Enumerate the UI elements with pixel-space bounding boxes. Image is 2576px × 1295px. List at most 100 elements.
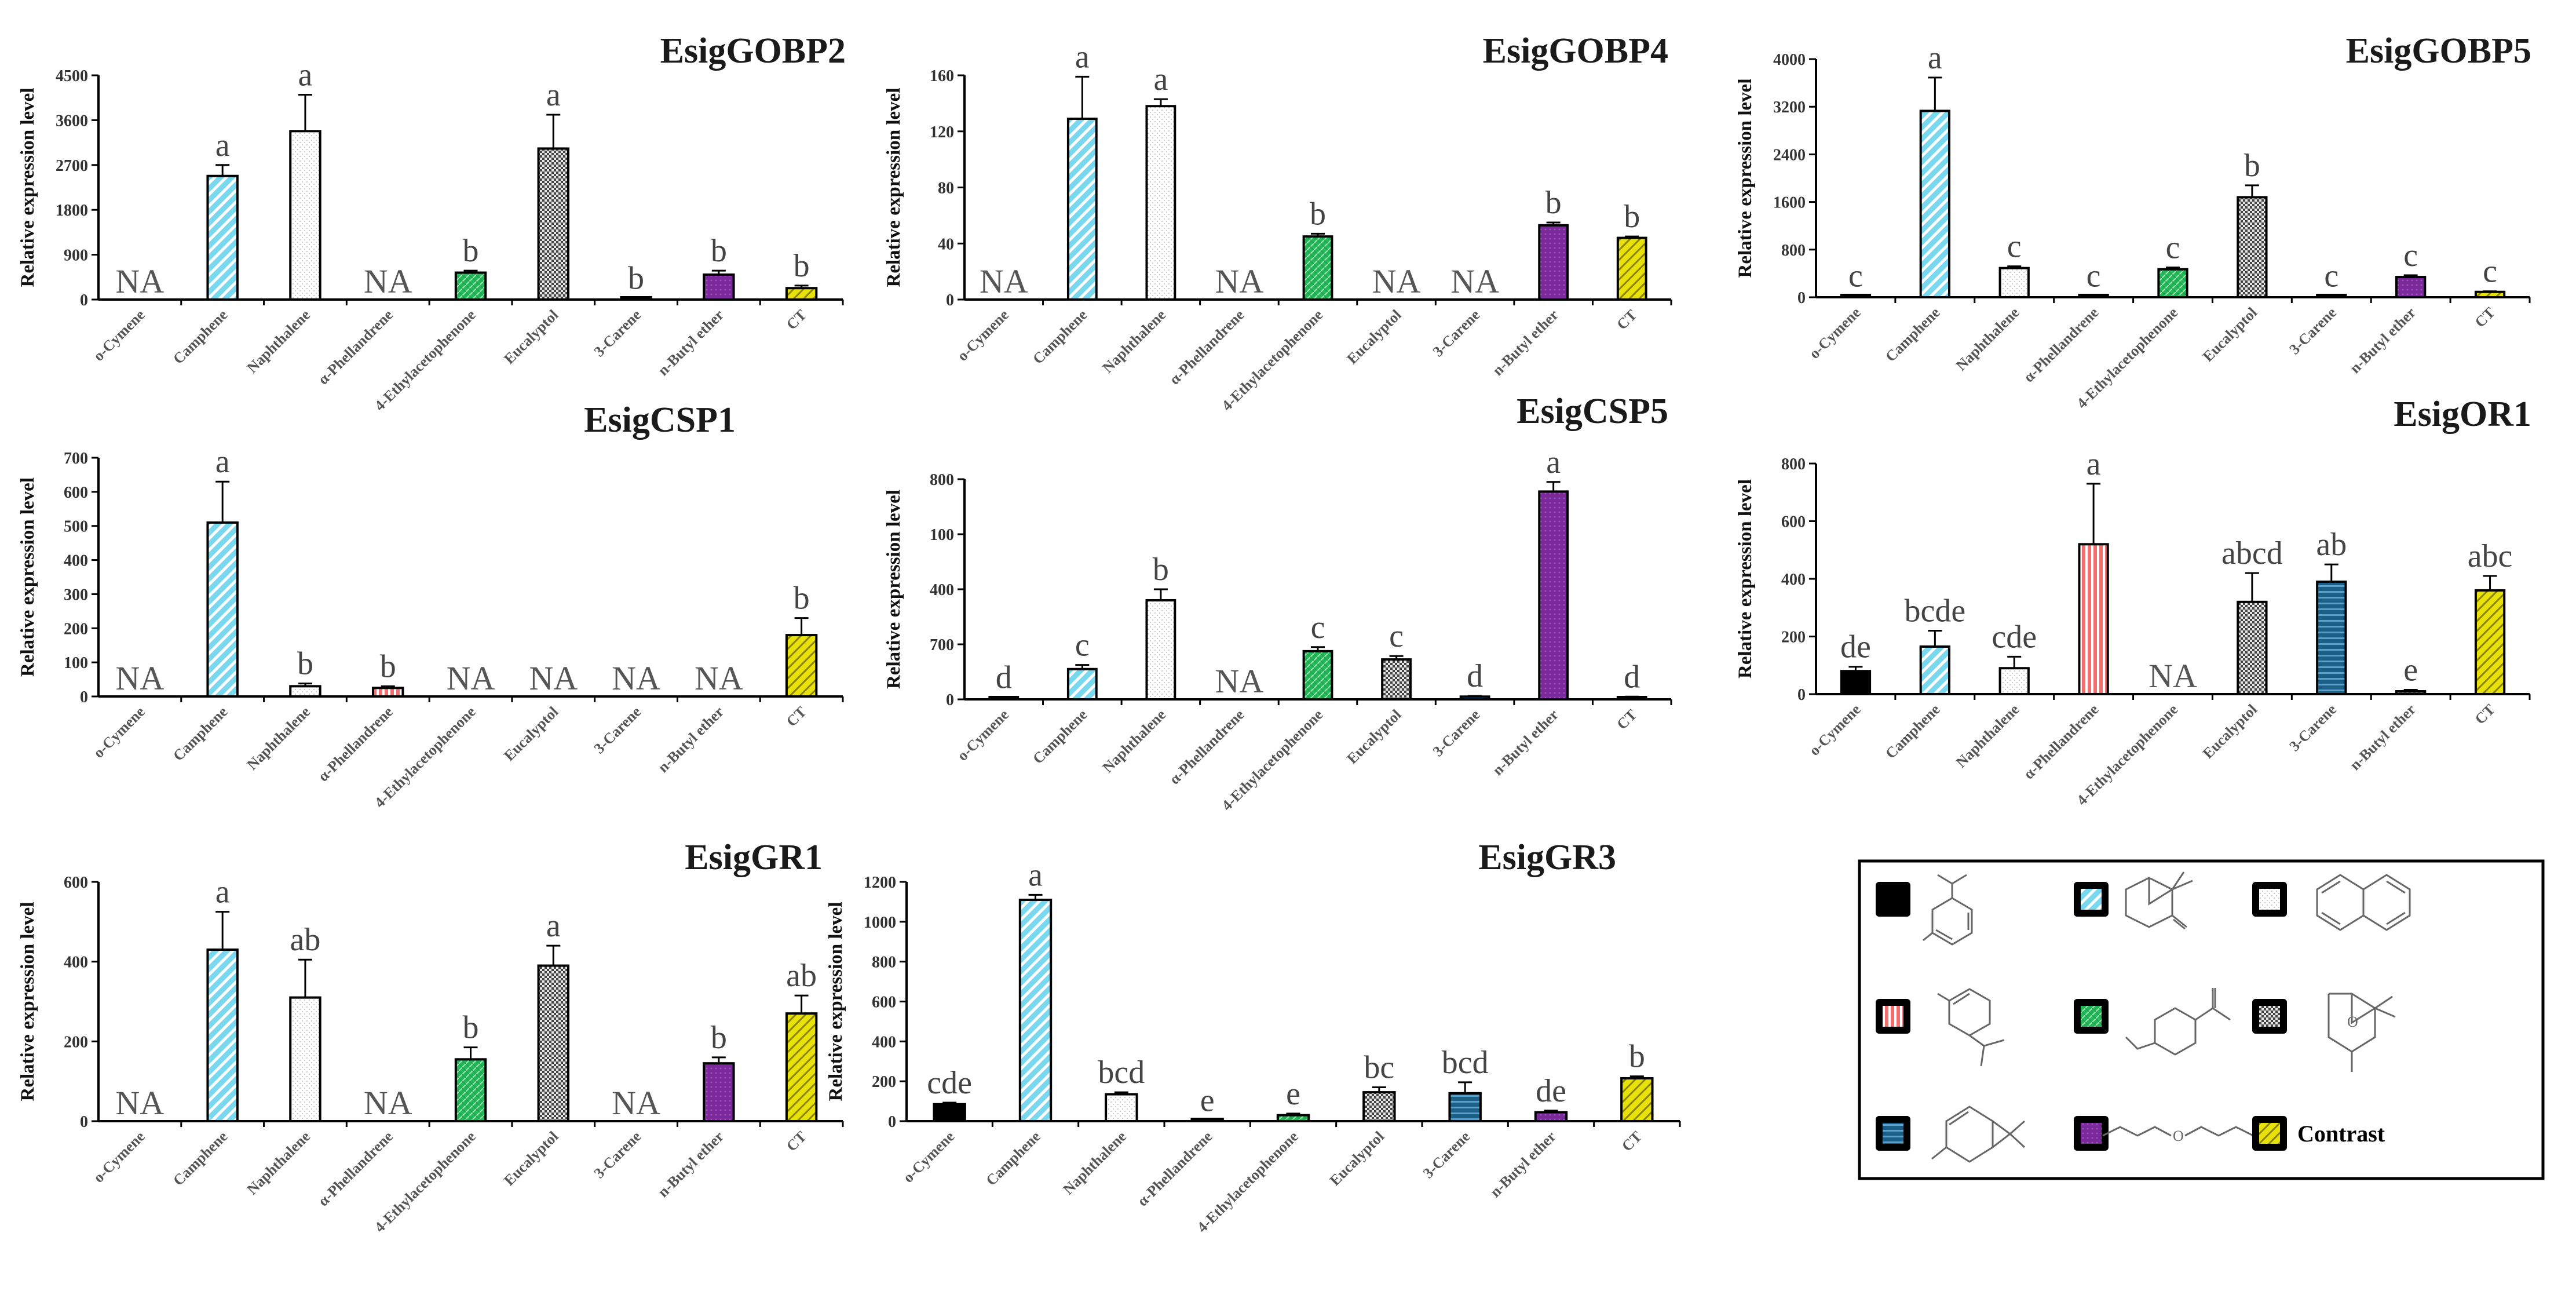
legend-swatch-contrast-fill <box>2259 1123 2280 1144</box>
x-tick-label: α-Phellandrene <box>1166 706 1248 788</box>
significance-label: c <box>2087 258 2101 294</box>
bar <box>1459 695 1490 701</box>
na-label: NA <box>364 262 412 300</box>
y-tick-label: 0 <box>1797 686 1806 704</box>
y-tick-label: 40 <box>938 235 954 253</box>
na-label: NA <box>1215 262 1264 300</box>
y-tick-label: 0 <box>1797 289 1806 307</box>
bar <box>2474 589 2506 696</box>
chart-title: EsigGR1 <box>685 838 823 877</box>
significance-label: a <box>215 874 230 910</box>
significance-label: a <box>1546 444 1561 480</box>
x-tick-label: Naphthalene <box>244 307 314 377</box>
y-tick-label: 400 <box>64 954 88 972</box>
x-tick-label: CT <box>1613 706 1640 733</box>
x-tick-label: 3-Carene <box>1420 1128 1474 1182</box>
significance-label: c <box>1848 258 1863 294</box>
significance-label: b <box>628 260 644 296</box>
significance-label: b <box>297 646 313 682</box>
bar <box>1362 1091 1396 1122</box>
y-tick-label: 800 <box>1781 455 1806 473</box>
x-tick-label: o-Cymene <box>1806 304 1864 362</box>
bar <box>1919 645 1950 695</box>
x-tick-label: 3-Carene <box>591 1128 645 1182</box>
significance-label: d <box>1624 659 1640 695</box>
significance-label: b <box>794 581 810 617</box>
legend-swatch-camphene-fill <box>2081 889 2102 910</box>
y-tick-label: 0 <box>946 691 954 709</box>
x-tick-label: n-Butyl ether <box>655 703 727 776</box>
o-cymene-structure-icon <box>1923 874 1973 946</box>
significance-label: c <box>2324 258 2339 294</box>
significance-label: c <box>2007 229 2022 265</box>
bar <box>1302 650 1333 701</box>
significance-label: ab <box>786 958 817 994</box>
x-tick-label: Eucalyptol <box>500 1128 561 1189</box>
bar <box>1066 667 1098 701</box>
na-label: NA <box>115 262 164 300</box>
y-tick-label: 600 <box>1781 513 1806 531</box>
significance-label: b <box>380 648 396 684</box>
x-tick-label: Camphene <box>1029 307 1090 367</box>
na-label: NA <box>115 1084 164 1122</box>
bar <box>289 685 321 698</box>
x-tick-label: Naphthalene <box>1099 706 1170 776</box>
significance-label: e <box>1286 1076 1300 1112</box>
bar <box>206 174 239 301</box>
x-tick-label: α-Phellandrene <box>2020 701 2102 783</box>
significance-label: b <box>2244 148 2260 184</box>
significance-label: b <box>1153 552 1169 588</box>
x-tick-label: CT <box>1613 307 1640 333</box>
bar <box>1538 490 1569 701</box>
eucalyptol-structure-icon: O <box>2327 993 2396 1072</box>
bar <box>1998 267 2030 298</box>
y-tick-label: 600 <box>872 994 896 1012</box>
significance-label: b <box>1629 1039 1645 1075</box>
y-tick-label: 200 <box>64 620 88 638</box>
bar <box>2237 196 2268 298</box>
x-tick-label: o-Cymene <box>900 1128 958 1186</box>
bar <box>2157 268 2188 298</box>
significance-label: a <box>546 77 561 113</box>
x-tick-label: Eucalyptol <box>1327 1128 1387 1189</box>
y-tick-label: 0 <box>80 688 88 706</box>
significance-label: a <box>1028 857 1043 893</box>
x-tick-label: α-Phellandrene <box>315 307 396 388</box>
x-tick-label: Naphthalene <box>244 1128 314 1198</box>
x-tick-label: n-Butyl ether <box>2347 304 2419 377</box>
na-label: NA <box>1215 662 1264 700</box>
chart-title: EsigOR1 <box>2394 395 2531 434</box>
n-butyl-ether-structure-icon: O <box>2102 1126 2254 1144</box>
chart-title: EsigGOBP5 <box>2346 31 2531 71</box>
y-axis-label: Relative expression level <box>1735 79 1756 278</box>
significance-label: bcde <box>1904 593 1965 629</box>
x-tick-label: Eucalyptol <box>500 307 561 367</box>
chart-EsigGOBP2: EsigGOBP2 Relative expression level 0 900 18… <box>17 31 846 414</box>
significance-label: c <box>1389 618 1404 654</box>
x-tick-label: o-Cymene <box>954 706 1012 764</box>
bar <box>1381 658 1412 701</box>
na-label: NA <box>529 659 578 697</box>
y-tick-label: 3200 <box>1773 99 1806 116</box>
x-tick-label: o-Cymene <box>90 703 148 761</box>
bar <box>2395 690 2427 696</box>
y-tick-label: 1800 <box>56 202 88 220</box>
naphthalene-structure-icon <box>2316 874 2411 931</box>
significance-label: c <box>2483 254 2497 290</box>
y-tick-label: 3600 <box>56 112 88 130</box>
y-axis-label: Relative expression level <box>17 88 38 287</box>
bar <box>2078 543 2109 695</box>
bar <box>1448 1092 1482 1122</box>
legend: O O Contrast <box>1858 859 2545 1180</box>
x-tick-label: 3-Carene <box>1430 706 1484 760</box>
y-tick-label: 0 <box>80 1113 88 1131</box>
x-tick-label: Eucalyptol <box>500 703 561 764</box>
x-tick-label: 3-Carene <box>2286 701 2340 755</box>
bar <box>1998 667 2030 695</box>
significance-label: de <box>1840 629 1871 665</box>
significance-label: c <box>2403 238 2418 273</box>
y-axis-label: Relative expression level <box>17 902 38 1101</box>
na-label: NA <box>612 1084 660 1122</box>
bar <box>703 1062 735 1122</box>
y-tick-label: 160 <box>930 67 954 85</box>
